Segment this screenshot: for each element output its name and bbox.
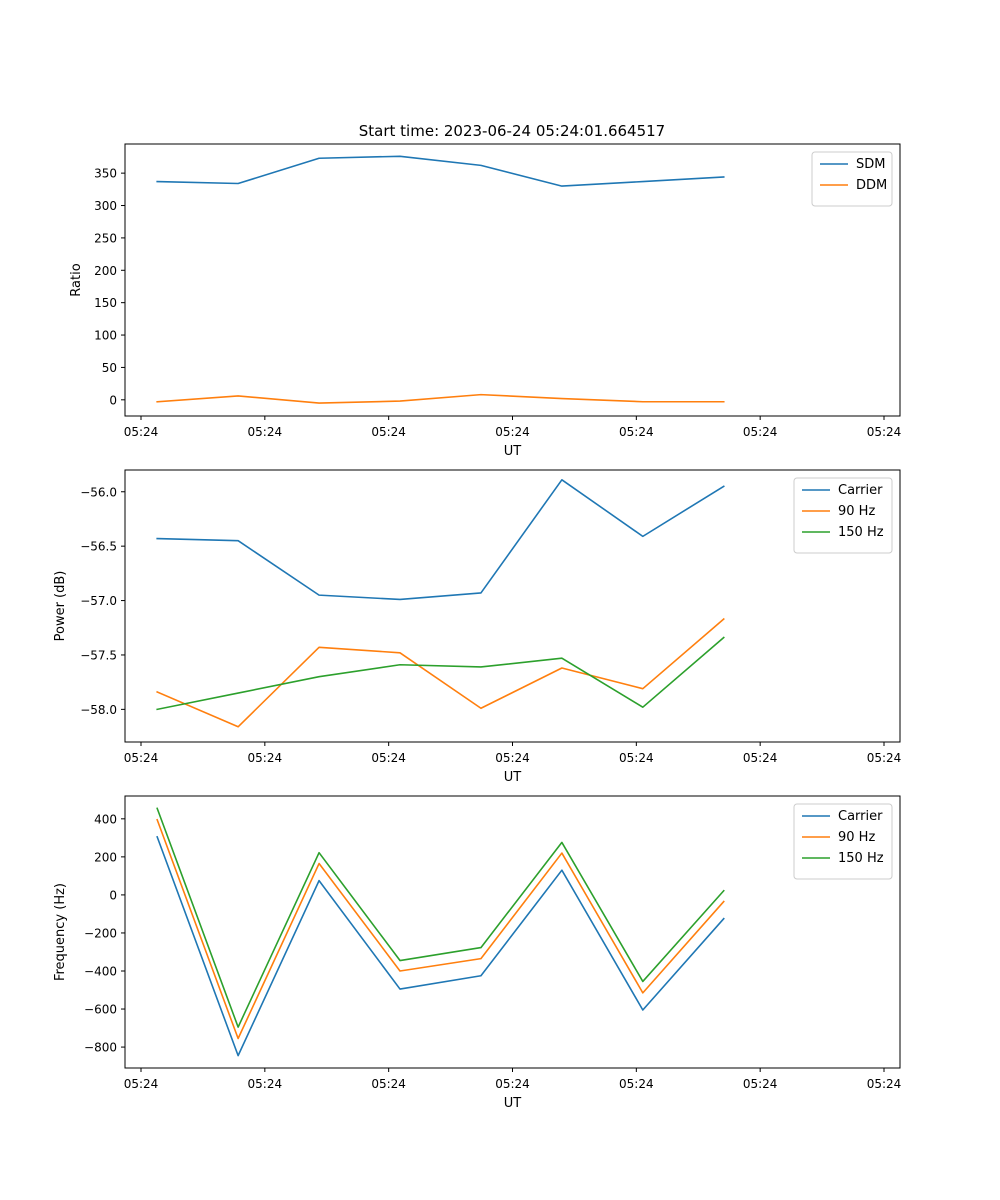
- y-tick-label: −56.0: [80, 485, 117, 499]
- x-tick-label: 05:24: [371, 751, 406, 765]
- x-tick-label: 05:24: [248, 751, 283, 765]
- figure-title: Start time: 2023-06-24 05:24:01.664517: [359, 122, 665, 140]
- legend-box: [793, 477, 893, 554]
- charts-container: 05:24 05:24 05:24 05:24 05:24 05:24 05:24 0 50 10…: [53, 143, 902, 1111]
- x-tick-label: 05:24: [867, 751, 902, 765]
- x-tick-label: 05:24: [619, 425, 654, 439]
- legend: SDM DDM: [811, 151, 893, 207]
- series-line-sdm: [156, 155, 725, 187]
- legend-entry: 150 Hz: [838, 851, 884, 866]
- y-tick-label: −57.5: [80, 648, 117, 662]
- series-line-ddm: [156, 393, 725, 404]
- x-axis-label: UT: [504, 770, 522, 785]
- legend: Carrier 90 Hz 150 Hz: [793, 477, 893, 554]
- legend-entry: DDM: [856, 178, 887, 193]
- legend-box: [811, 151, 893, 207]
- y-tick-label: −200: [84, 926, 117, 940]
- y-axis-label: Power (dB): [53, 571, 68, 642]
- x-tick-label: 05:24: [495, 425, 530, 439]
- series-line-carrier: [156, 835, 725, 1057]
- legend-entry: 90 Hz: [838, 830, 875, 845]
- y-axis-label: Frequency (Hz): [53, 883, 68, 981]
- axes-frame: [124, 469, 901, 743]
- y-tick-label: 300: [94, 199, 117, 213]
- y-tick-label: 400: [94, 812, 117, 826]
- y-tick-label: 0: [109, 888, 117, 902]
- y-axis-label: Ratio: [69, 263, 84, 296]
- x-tick-label: 05:24: [371, 425, 406, 439]
- y-tick-label: 150: [94, 296, 117, 310]
- y-tick-label: −57.0: [80, 594, 117, 608]
- series-line-150-hz: [156, 807, 725, 1028]
- y-tick-label: −600: [84, 1003, 117, 1017]
- series-line-90-hz: [156, 818, 725, 1040]
- axes-frame: [124, 795, 901, 1069]
- legend-entry: 90 Hz: [838, 504, 875, 519]
- x-tick-label: 05:24: [743, 751, 778, 765]
- chart-panel-2: 05:24 05:24 05:24 05:24 05:24 05:24 05:24 −58.0…: [53, 469, 902, 785]
- x-tick-label: 05:24: [495, 1077, 530, 1091]
- chart-panel-3: 05:24 05:24 05:24 05:24 05:24 05:24 05:24 −800 −…: [53, 795, 902, 1111]
- x-tick-label: 05:24: [743, 1077, 778, 1091]
- y-tick-label: 200: [94, 264, 117, 278]
- y-tick-label: −56.5: [80, 540, 117, 554]
- x-tick-label: 05:24: [867, 425, 902, 439]
- legend-entry: Carrier: [838, 483, 883, 498]
- legend-entry: 150 Hz: [838, 525, 884, 540]
- y-tick-label: −400: [84, 964, 117, 978]
- legend-entry: SDM: [856, 157, 885, 172]
- chart-panel-1: 05:24 05:24 05:24 05:24 05:24 05:24 05:24 0 50 10…: [69, 143, 902, 459]
- legend-box: [793, 803, 893, 880]
- x-tick-label: 05:24: [619, 751, 654, 765]
- legend-entry: Carrier: [838, 809, 883, 824]
- x-axis-label: UT: [504, 1096, 522, 1111]
- x-tick-label: 05:24: [867, 1077, 902, 1091]
- series-line-90-hz: [156, 617, 725, 728]
- x-tick-label: 05:24: [124, 751, 159, 765]
- y-tick-label: 250: [94, 231, 117, 245]
- x-axis-label: UT: [504, 444, 522, 459]
- y-tick-label: −58.0: [80, 703, 117, 717]
- y-tick-label: 50: [102, 361, 117, 375]
- x-tick-label: 05:24: [743, 425, 778, 439]
- y-tick-label: 350: [94, 167, 117, 181]
- y-tick-label: 0: [109, 393, 117, 407]
- x-tick-label: 05:24: [124, 425, 159, 439]
- x-tick-label: 05:24: [124, 1077, 159, 1091]
- y-tick-label: 200: [94, 850, 117, 864]
- x-tick-label: 05:24: [371, 1077, 406, 1091]
- series-line-carrier: [156, 478, 725, 601]
- series-line-150-hz: [156, 636, 725, 711]
- y-tick-label: 100: [94, 329, 117, 343]
- y-tick-label: −800: [84, 1041, 117, 1055]
- x-tick-label: 05:24: [495, 751, 530, 765]
- axes-frame: [124, 143, 901, 417]
- legend: Carrier 90 Hz 150 Hz: [793, 803, 893, 880]
- x-tick-label: 05:24: [248, 425, 283, 439]
- x-tick-label: 05:24: [619, 1077, 654, 1091]
- x-tick-label: 05:24: [248, 1077, 283, 1091]
